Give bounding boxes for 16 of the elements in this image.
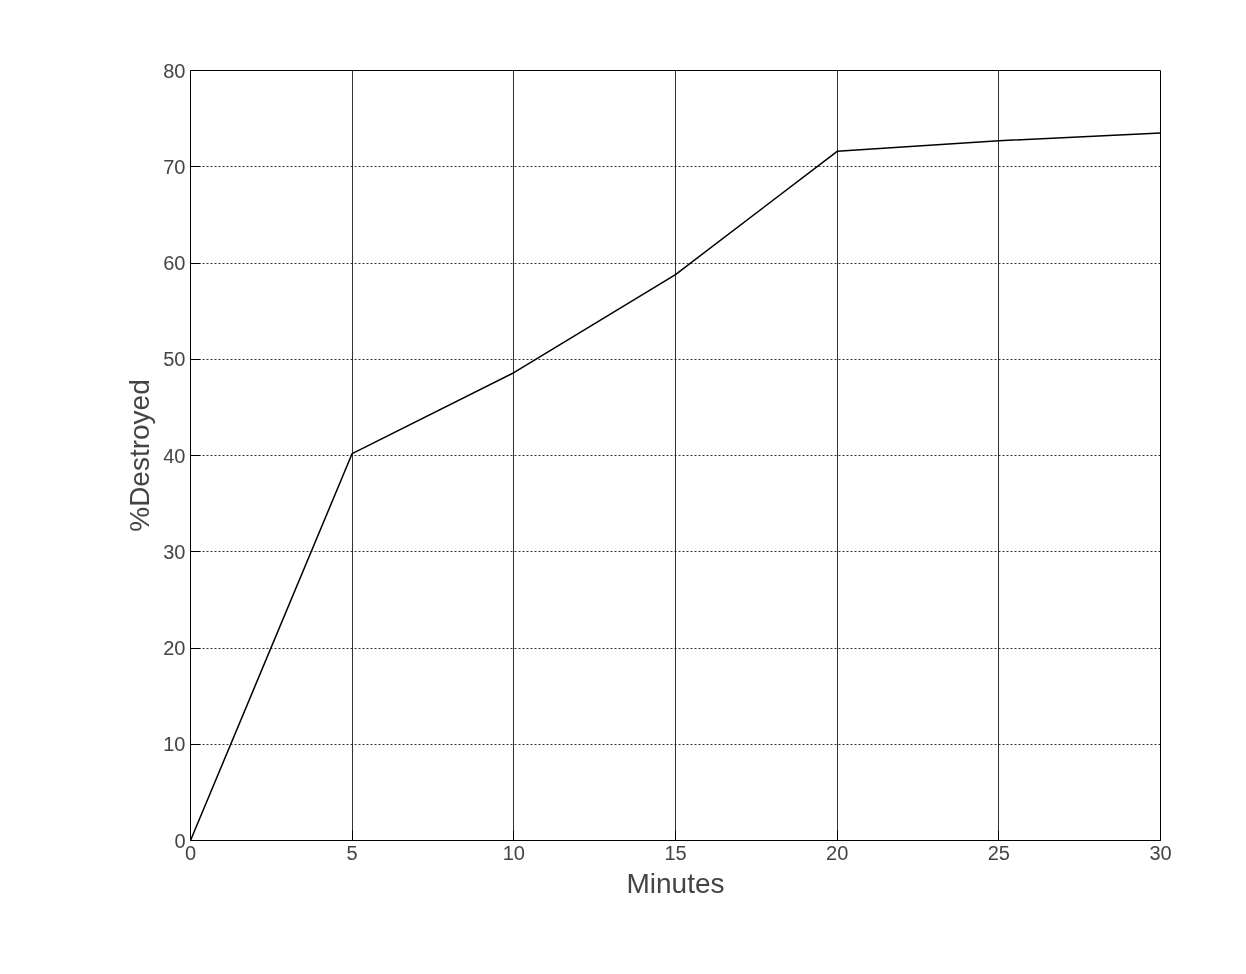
y-tick-label: 10 — [163, 733, 186, 756]
x-tick-label: 20 — [826, 841, 849, 864]
x-axis-title: Minutes — [626, 867, 725, 899]
y-tick-label: 60 — [163, 252, 186, 274]
x-tick-label: 30 — [1149, 841, 1172, 864]
x-tick-label: 15 — [664, 841, 687, 864]
y-tick-label: 80 — [163, 59, 186, 82]
x-tick-label: 25 — [987, 841, 1010, 864]
y-tick-label: 70 — [163, 155, 186, 178]
x-tick-label: 5 — [346, 841, 358, 864]
y-tick-label: 20 — [163, 637, 186, 659]
y-axis-title: %Destroyed — [124, 379, 156, 532]
y-tick-label: 30 — [163, 540, 186, 563]
x-tick-label: 10 — [502, 841, 525, 864]
y-tick-label: 40 — [163, 444, 186, 467]
y-tick-label: 50 — [163, 348, 186, 371]
